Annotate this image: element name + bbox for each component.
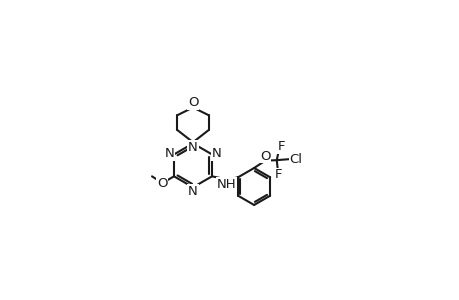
Text: N: N <box>188 141 197 154</box>
Text: F: F <box>274 168 282 182</box>
Text: N: N <box>165 147 174 160</box>
Text: O: O <box>259 149 270 163</box>
Text: F: F <box>277 140 285 153</box>
Text: NH: NH <box>217 178 236 191</box>
Text: O: O <box>157 177 167 190</box>
Text: N: N <box>211 147 221 160</box>
Text: O: O <box>187 96 198 109</box>
Text: Cl: Cl <box>289 152 302 166</box>
Text: N: N <box>188 185 197 198</box>
